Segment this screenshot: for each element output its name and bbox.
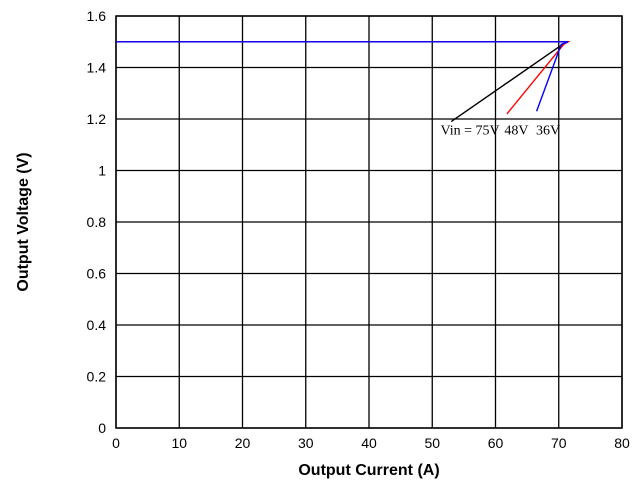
series-line-75v [116,41,569,123]
y-tick-label: 1.4 [87,60,107,76]
x-axis-title: Output Current (A) [298,462,439,479]
x-tick-label: 70 [551,435,567,451]
x-tick-label: 20 [235,435,251,451]
y-tick-label: 0.8 [87,214,107,230]
x-tick-label: 60 [488,435,504,451]
series-lines [116,41,571,123]
x-axis-ticks: 0 10 20 30 40 50 60 70 80 [112,435,630,451]
annotation-label: 48V [504,123,528,138]
y-tick-label: 0.6 [87,266,107,282]
y-tick-label: 0.2 [87,369,107,385]
y-tick-label: 1 [98,163,106,179]
x-tick-label: 40 [361,435,377,451]
y-tick-label: 0.4 [87,317,107,333]
y-axis-title: Output Voltage (V) [15,152,32,291]
plot-frame [115,15,623,429]
x-tick-label: 80 [614,435,630,451]
x-tick-label: 50 [424,435,440,451]
series-line-36v [116,41,569,112]
x-tick-label: 10 [171,435,187,451]
annotation-labels: Vin = 75V 48V 36V [440,123,560,138]
grid-lines [115,15,623,429]
y-axis-ticks: 0 0.2 0.4 0.6 0.8 1 1.2 1.4 1.6 [87,8,107,436]
y-tick-label: 0 [98,420,106,436]
x-tick-label: 0 [112,435,120,451]
x-tick-label: 30 [298,435,314,451]
series-line-48v [116,41,571,115]
annotation-label: 36V [536,123,560,138]
y-tick-label: 1.2 [87,111,107,127]
y-tick-label: 1.6 [87,8,107,24]
annotation-label: Vin = 75V [440,123,499,138]
plot-border [115,15,623,429]
